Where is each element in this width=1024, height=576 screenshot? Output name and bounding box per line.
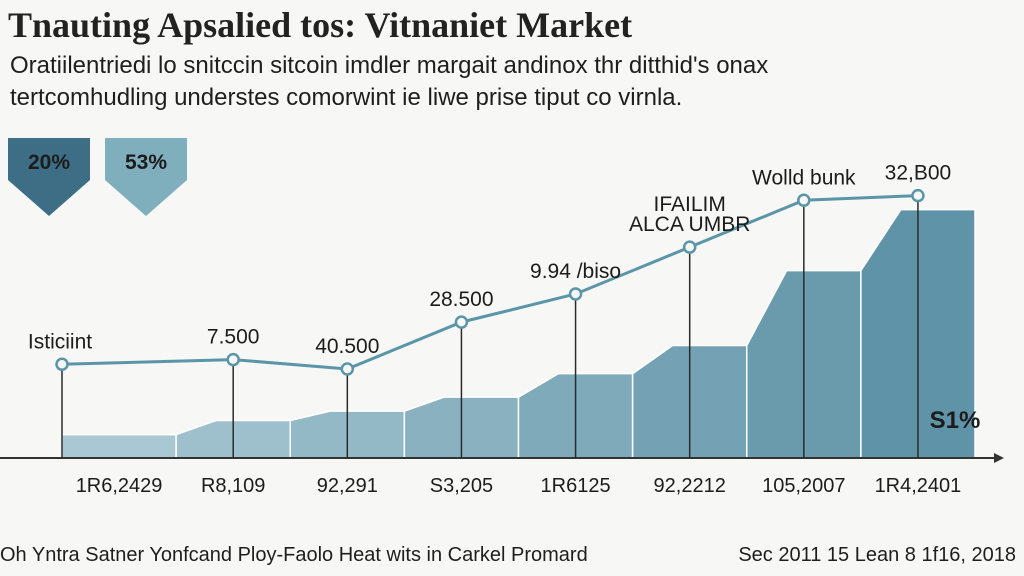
bar-annotation: S1% [930, 407, 981, 434]
badge-label: 53% [125, 151, 167, 174]
data-point [682, 240, 697, 254]
point-label: ALCA UMBR [629, 213, 750, 236]
point-label: Isticiint [28, 330, 92, 353]
x-tick-label: 1R4,2401 [875, 475, 962, 497]
data-point [55, 357, 69, 372]
footer-caption: Oh Yntra Satner Yonfcand Ploy-Faolo Heat… [0, 544, 588, 566]
chart-subtitle-line2: tertcomhudling understes comorwint ie li… [10, 84, 683, 111]
x-tick-label: 1R6125 [541, 475, 611, 497]
area-layer [0, 208, 1004, 463]
x-tick-label: 92,291 [317, 475, 378, 497]
chart-subtitle-line1: Oratiilentriedi lo snitccin sitcoin imdl… [10, 52, 769, 79]
data-point [226, 352, 240, 367]
percent-badge [105, 138, 187, 216]
point-label: 28.500 [429, 288, 493, 311]
point-label: 9.94 /biso [530, 260, 621, 283]
trend-line [61, 194, 918, 371]
data-point [340, 362, 355, 376]
badge-label: 20% [28, 151, 70, 174]
data-point [568, 287, 583, 301]
stem-layer [61, 195, 919, 458]
point-label: 40.500 [315, 335, 379, 358]
x-tick-label: S3,205 [430, 475, 493, 497]
label-layer: Isticiint 7.500 40.500 28.500 9.94 /biso IFAI… [28, 162, 980, 497]
x-axis-arrow [994, 453, 1004, 463]
point-label: IFAILIM [654, 193, 726, 216]
x-tick-label: 1R6,2429 [76, 475, 163, 497]
area-segment [61, 433, 177, 459]
data-point [797, 193, 811, 208]
x-tick-label: 92,2212 [654, 475, 726, 497]
data-point [454, 315, 469, 329]
point-label: 7.500 [207, 326, 260, 349]
badge-layer: 20% 53% [8, 138, 187, 216]
percent-badge [8, 138, 90, 216]
data-point [911, 188, 925, 203]
point-label: 32,B00 [885, 162, 952, 185]
x-tick-label: R8,109 [201, 475, 266, 497]
point-label: Wolld bunk [752, 166, 856, 189]
chart-title: Tnauting Apsalied tos: Vitnaniet Market [8, 5, 633, 45]
trend-line-layer [55, 188, 925, 376]
footer-date: Sec 2011 15 Lean 8 1f16, 2018 [738, 544, 1016, 566]
x-tick-label: 105,2007 [762, 475, 845, 497]
